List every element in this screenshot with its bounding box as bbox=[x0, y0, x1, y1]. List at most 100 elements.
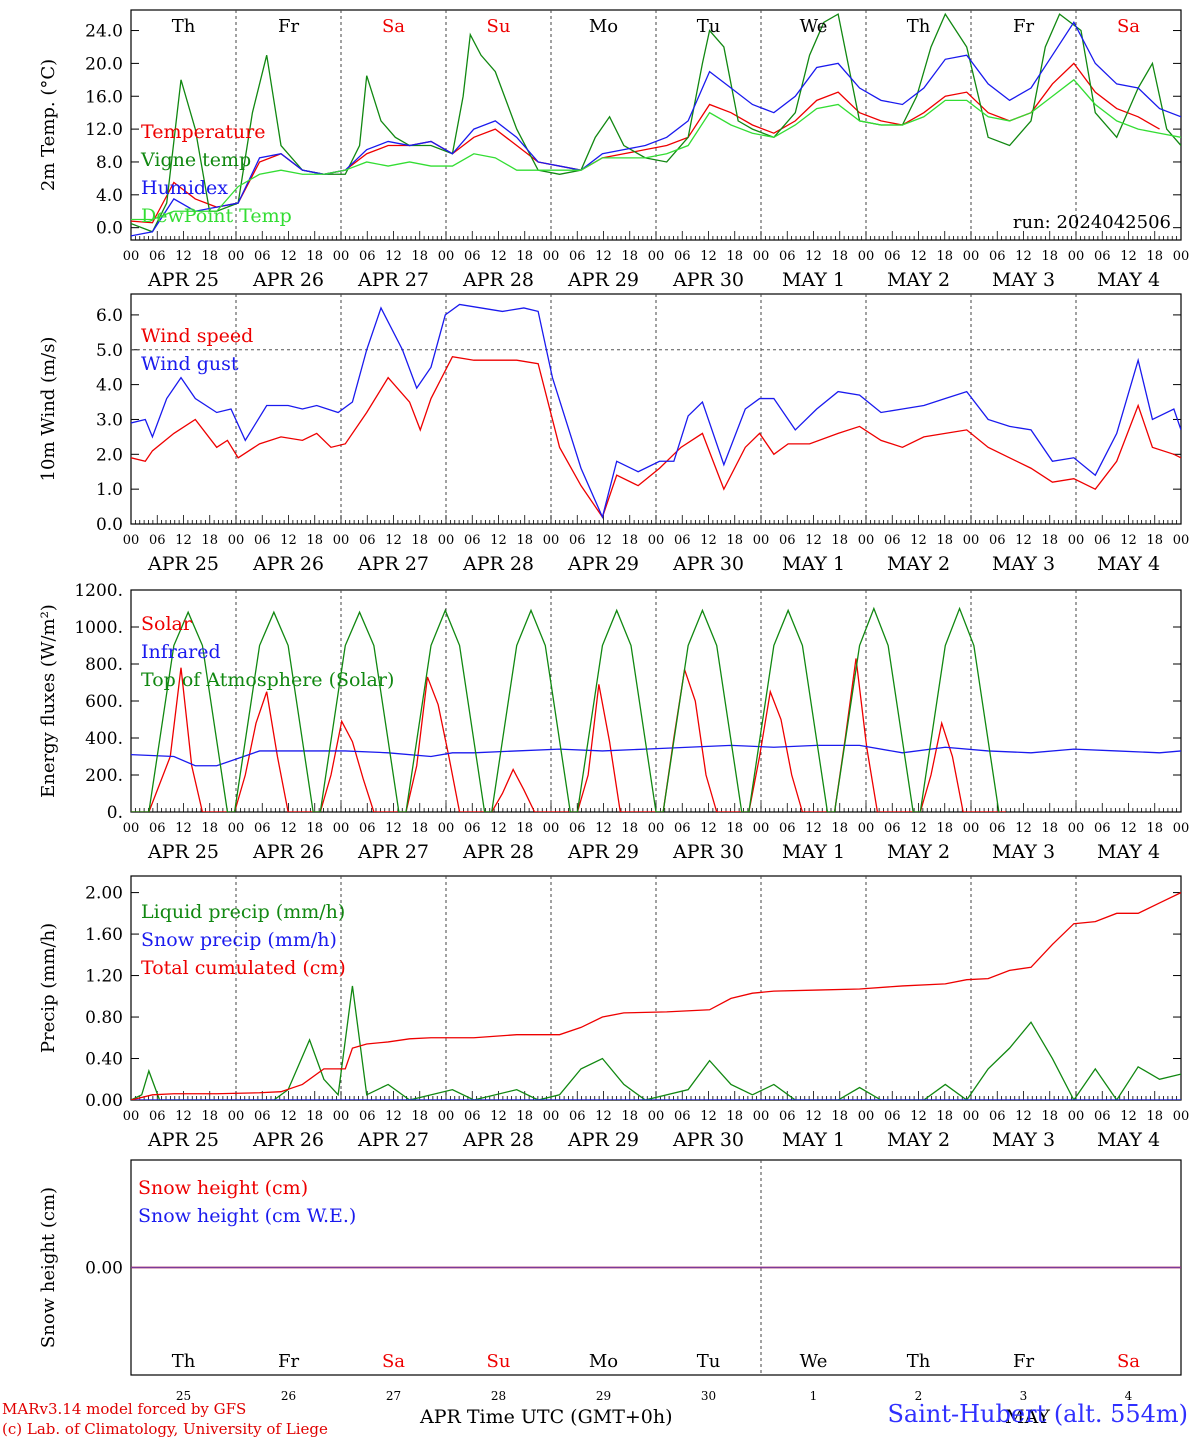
hour-label: 00 bbox=[963, 821, 980, 836]
date-label: APR 28 bbox=[462, 269, 534, 291]
run-label: run: 2024042506 bbox=[1013, 212, 1171, 233]
x-axis-title: APR Time UTC (GMT+0h) bbox=[420, 1406, 673, 1428]
hour-label: 18 bbox=[306, 249, 323, 264]
weekday-label: Mo bbox=[589, 16, 618, 37]
legend-entry: Liquid precip (mm/h) bbox=[141, 901, 345, 923]
weekday-label: Su bbox=[487, 1351, 511, 1372]
date-label: APR 29 bbox=[567, 553, 639, 575]
hour-label: 18 bbox=[516, 821, 533, 836]
hour-label: 00 bbox=[963, 533, 980, 548]
hour-label: 18 bbox=[1146, 1109, 1163, 1124]
y-tick-label: 2.0 bbox=[96, 445, 123, 465]
hour-label: 00 bbox=[1173, 533, 1190, 548]
y-tick-label: 400. bbox=[85, 729, 123, 749]
hour-label: 12 bbox=[490, 249, 507, 264]
hour-label: 06 bbox=[884, 1109, 901, 1124]
footer-month-may: MAY bbox=[1005, 1406, 1050, 1428]
hour-label: 18 bbox=[726, 249, 743, 264]
hour-label: 12 bbox=[175, 249, 192, 264]
hour-label: 06 bbox=[674, 249, 691, 264]
hour-label: 00 bbox=[963, 1109, 980, 1124]
weekday-label: Fr bbox=[278, 1351, 299, 1372]
hour-label: 06 bbox=[254, 249, 271, 264]
date-label: APR 27 bbox=[357, 269, 429, 291]
hour-label: 00 bbox=[333, 249, 350, 264]
y-tick-label: 16.0 bbox=[85, 87, 123, 107]
legend-entry: Top of Atmosphere (Solar) bbox=[141, 669, 394, 691]
weekday-label: Tu bbox=[697, 1351, 721, 1372]
hour-label: 06 bbox=[569, 821, 586, 836]
series-line-liquid-precip-mm-h- bbox=[131, 985, 1181, 1100]
hour-label: 06 bbox=[674, 821, 691, 836]
hour-label: 12 bbox=[1120, 1109, 1137, 1124]
hour-label: 00 bbox=[333, 1109, 350, 1124]
hour-label: 12 bbox=[385, 533, 402, 548]
legend-entry: Temperature bbox=[141, 121, 265, 143]
x-axis-title-text: Time UTC (GMT+0h) bbox=[466, 1406, 673, 1428]
weekday-label: We bbox=[800, 1351, 828, 1372]
y-tick-label: 1200. bbox=[74, 581, 123, 601]
weekday-label: Tu bbox=[697, 16, 721, 37]
hour-label: 06 bbox=[674, 1109, 691, 1124]
hour-label: 06 bbox=[884, 249, 901, 264]
y-tick-label: 0.0 bbox=[96, 219, 123, 239]
hour-label: 18 bbox=[306, 821, 323, 836]
legend-entry: Wind gust bbox=[141, 353, 239, 375]
hour-label: 06 bbox=[569, 249, 586, 264]
hour-label: 12 bbox=[700, 533, 717, 548]
panel-4 bbox=[130, 875, 1182, 1101]
hour-label: 06 bbox=[359, 533, 376, 548]
series-line-humidex bbox=[131, 21, 1181, 237]
hour-label: 12 bbox=[1120, 821, 1137, 836]
y-axis-label: Precip (mm/h) bbox=[38, 923, 59, 1053]
date-label: APR 29 bbox=[567, 269, 639, 291]
hour-label: 00 bbox=[648, 1109, 665, 1124]
y-tick-label: 0.0 bbox=[96, 515, 123, 535]
day-number: 25 bbox=[176, 1389, 191, 1403]
hour-label: 00 bbox=[438, 249, 455, 264]
hour-label: 06 bbox=[464, 249, 481, 264]
hour-label: 00 bbox=[228, 1109, 245, 1124]
y-tick-label: 1.20 bbox=[85, 967, 123, 987]
hour-label: 00 bbox=[1068, 533, 1085, 548]
hour-label: 18 bbox=[201, 533, 218, 548]
hour-label: 00 bbox=[1068, 1109, 1085, 1124]
hour-label: 00 bbox=[858, 249, 875, 264]
hour-label: 18 bbox=[831, 821, 848, 836]
date-label: MAY 4 bbox=[1097, 841, 1160, 863]
day-number: 3 bbox=[1020, 1389, 1028, 1403]
y-axis-label: Energy fluxes (W/m²) bbox=[38, 604, 59, 798]
hour-label: 18 bbox=[831, 533, 848, 548]
weekday-label: Sa bbox=[1117, 16, 1140, 37]
date-label: MAY 1 bbox=[782, 553, 845, 575]
hour-label: 12 bbox=[910, 249, 927, 264]
y-tick-label: 1.0 bbox=[96, 480, 123, 500]
date-label: APR 30 bbox=[672, 269, 744, 291]
legend-entry: Snow precip (mm/h) bbox=[141, 929, 337, 951]
weekday-label: Fr bbox=[1013, 16, 1034, 37]
series-line-top-of-atmosphere-solar- bbox=[131, 606, 1000, 812]
hour-label: 00 bbox=[438, 821, 455, 836]
hour-label: 18 bbox=[201, 821, 218, 836]
hour-label: 12 bbox=[385, 249, 402, 264]
date-label: APR 27 bbox=[357, 553, 429, 575]
hour-label: 00 bbox=[333, 533, 350, 548]
date-label: APR 30 bbox=[672, 553, 744, 575]
hour-label: 18 bbox=[516, 533, 533, 548]
date-label: APR 30 bbox=[672, 841, 744, 863]
footer-month-apr: APR bbox=[420, 1406, 461, 1428]
hour-label: 00 bbox=[753, 533, 770, 548]
hour-label: 00 bbox=[123, 533, 140, 548]
hour-label: 06 bbox=[1094, 533, 1111, 548]
y-tick-label: 5.0 bbox=[96, 341, 123, 361]
hour-label: 06 bbox=[464, 821, 481, 836]
hour-label: 00 bbox=[333, 821, 350, 836]
date-label: MAY 3 bbox=[992, 269, 1055, 291]
hour-label: 06 bbox=[1094, 1109, 1111, 1124]
hour-label: 12 bbox=[805, 249, 822, 264]
panel-5 bbox=[130, 1159, 1182, 1376]
hour-label: 06 bbox=[989, 533, 1006, 548]
hour-label: 06 bbox=[359, 249, 376, 264]
weekday-label: We bbox=[800, 16, 828, 37]
hour-label: 00 bbox=[438, 1109, 455, 1124]
